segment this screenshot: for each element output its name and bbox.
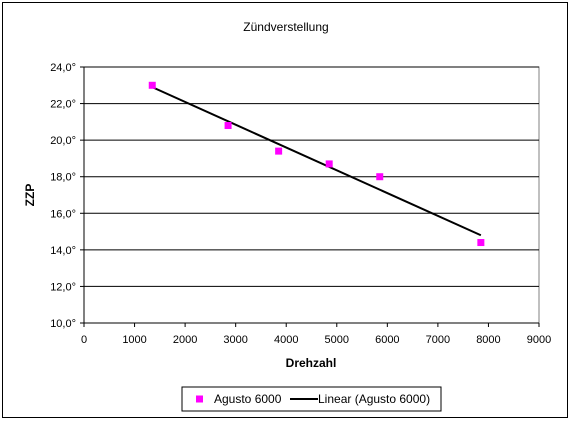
- x-axis-title: Drehzahl: [286, 356, 337, 370]
- series-layer: [148, 81, 485, 247]
- data-point-1: [224, 122, 232, 130]
- y-axis-title: ZZP: [23, 184, 37, 207]
- legend-label-linear: Linear (Agusto 6000): [318, 392, 430, 406]
- x-tick-label: 4000: [274, 334, 298, 346]
- y-tick-label: 18,0°: [50, 172, 76, 184]
- y-tick-label: 20,0°: [50, 135, 76, 147]
- x-tick-label: 1000: [122, 334, 146, 346]
- x-tick-label: 6000: [375, 334, 399, 346]
- x-tick-label: 5000: [325, 334, 349, 346]
- data-point-3: [325, 160, 333, 168]
- data-point-4: [376, 173, 384, 181]
- x-tick-label: 7000: [426, 334, 450, 346]
- x-tick-label: 2000: [173, 334, 197, 346]
- chart-title: Zündverstellung: [243, 20, 328, 34]
- x-tick-label: 3000: [223, 334, 247, 346]
- data-point-0: [148, 81, 156, 89]
- legend-marker-agusto-6000: [196, 395, 203, 403]
- x-axis: 0 1000 2000 3000 4000 5000 6000 7000 8000 9000: [81, 322, 551, 346]
- legend: Agusto 6000 Linear (Agusto 6000): [181, 386, 442, 412]
- x-tick-label: 9000: [527, 334, 551, 346]
- data-point-2: [275, 147, 283, 155]
- x-tick-label: 0: [81, 334, 87, 346]
- data-point-5: [477, 239, 485, 247]
- y-tick-label: 22,0°: [50, 99, 76, 111]
- x-tick-label: 8000: [476, 334, 500, 346]
- plot-area: [83, 66, 540, 324]
- grid-lines: [84, 66, 539, 287]
- y-tick-label: 12,0°: [50, 281, 76, 293]
- y-tick-label: 10,0°: [50, 318, 76, 330]
- y-tick-label: 14,0°: [50, 245, 76, 257]
- y-tick-label: 16,0°: [50, 208, 76, 220]
- y-tick-label: 24,0°: [50, 62, 76, 74]
- legend-label-agusto-6000: Agusto 6000: [214, 392, 282, 406]
- trendline-linear: [151, 86, 482, 237]
- y-axis: 10,0° 12,0° 14,0° 16,0° 18,0° 20,0° 22,0° 24,0°: [50, 62, 85, 330]
